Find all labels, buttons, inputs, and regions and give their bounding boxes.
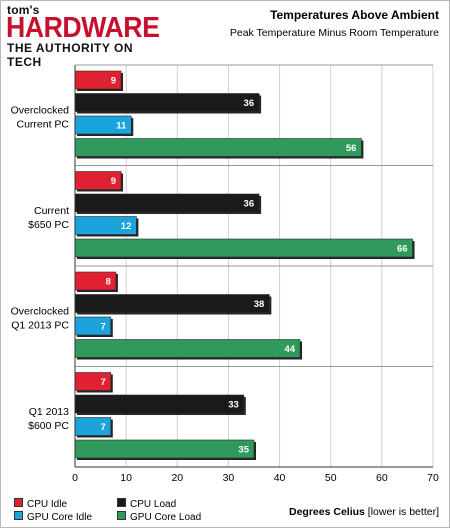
bar-value-label: 66 [397, 244, 408, 255]
logo-tagline: THE AUTHORITY ON TECH [7, 41, 134, 69]
bar [74, 339, 301, 358]
category-label: Q1 2013 PC [11, 319, 69, 331]
category-label: Q1 2013 [29, 406, 69, 418]
x-axis-label-main: Degrees Celius [289, 506, 365, 518]
category-label: $650 PC [28, 219, 69, 231]
legend-swatch-cpu-load [117, 498, 126, 507]
x-tick-label-0: 0 [72, 472, 78, 484]
legend-swatch-gpu-core-load [117, 511, 126, 520]
bar [74, 294, 270, 313]
logo-wordmark: HARDWARE [6, 12, 160, 44]
bar-value-label: 36 [244, 98, 255, 109]
tomshardware-logo: tom's HARDWARE THE AUTHORITY ON TECH [6, 3, 167, 69]
x-tick-label-20: 20 [171, 472, 183, 484]
x-tick-label-60: 60 [376, 472, 388, 484]
legend-label-gpu-core-load: GPU Core Load [130, 512, 202, 523]
x-tick-label-30: 30 [223, 472, 235, 484]
bar [74, 93, 260, 112]
bar-value-label: 12 [121, 221, 132, 232]
x-tick-label-10: 10 [120, 472, 132, 484]
bar-value-label: 8 [106, 277, 111, 288]
category-label: Current [34, 205, 69, 217]
legend-label-cpu-idle: CPU Idle [27, 499, 68, 510]
x-axis-label-note: [lower is better] [364, 506, 439, 518]
bar-value-label: 9 [111, 176, 116, 187]
logo-small-text: tom's [7, 3, 40, 17]
bar-value-label: 38 [254, 299, 265, 310]
x-tick-label-40: 40 [274, 472, 286, 484]
bar-value-label: 44 [284, 344, 295, 355]
bar-value-label: 7 [101, 422, 106, 433]
chart-title: Temperatures Above Ambient [270, 8, 439, 22]
chart-subtitle: Peak Temperature Minus Room Temperature [229, 27, 439, 39]
legend-item-gpu-core-idle: GPU Core Idle [14, 511, 92, 523]
legend-label-gpu-core-idle: GPU Core Idle [27, 512, 93, 523]
category-label: Current PC [16, 118, 69, 130]
bar-value-label: 35 [238, 445, 249, 456]
legend-swatch-cpu-idle [14, 498, 23, 507]
bar [74, 394, 245, 414]
legend-label-cpu-load: CPU Load [130, 499, 177, 510]
legend-item-cpu-load: CPU Load [117, 498, 176, 510]
chart-legend: CPU Idle CPU Load GPU Core Idle GPU Core… [14, 498, 214, 524]
bar-value-label: 36 [244, 199, 255, 210]
bar-value-label: 7 [101, 322, 106, 333]
bar-value-label: 11 [116, 121, 127, 132]
category-label: Overclocked [11, 305, 70, 317]
bar [74, 238, 413, 258]
bar-value-label: 33 [228, 400, 239, 411]
bar-value-label: 9 [111, 76, 116, 87]
bar [74, 193, 260, 213]
bar [74, 439, 255, 459]
bar-value-label: 7 [101, 377, 106, 388]
legend-item-gpu-core-load: GPU Core Load [117, 511, 201, 523]
x-tick-label-70: 70 [427, 472, 439, 484]
legend-item-cpu-idle: CPU Idle [14, 498, 67, 510]
legend-swatch-gpu-core-idle [14, 511, 23, 520]
x-tick-label-50: 50 [325, 472, 337, 484]
bar [74, 138, 362, 157]
category-label: Overclocked [11, 104, 70, 116]
x-axis-label: Degrees Celius [lower is better] [289, 506, 439, 518]
bar-value-label: 56 [346, 143, 357, 154]
category-label: $600 PC [28, 420, 69, 432]
